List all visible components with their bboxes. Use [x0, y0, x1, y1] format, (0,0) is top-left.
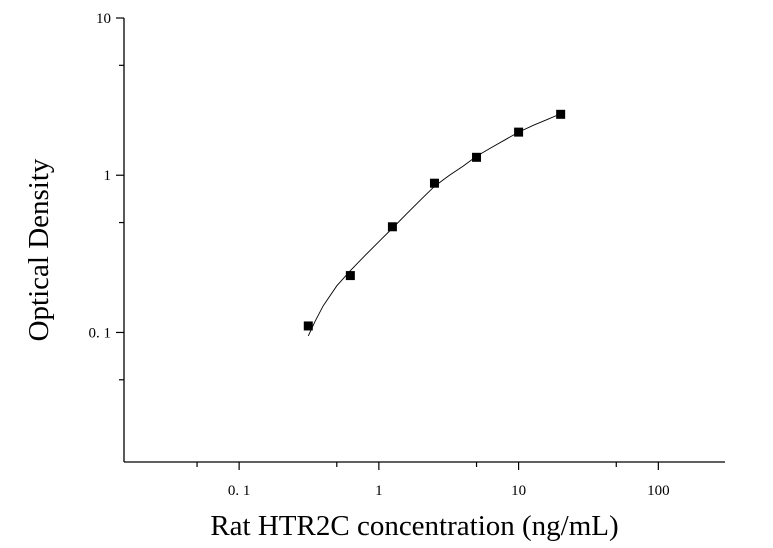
data-point — [303, 321, 313, 331]
y-tick-label: 1 — [104, 168, 112, 184]
x-axis-title: Rat HTR2C concentration (ng/mL) — [210, 510, 618, 542]
data-point — [472, 152, 482, 162]
x-tick-label: 100 — [647, 483, 670, 499]
data-points — [303, 109, 566, 331]
x-tick-label: 10 — [511, 483, 526, 499]
data-point — [429, 178, 439, 188]
x-tick-label: 1 — [375, 483, 383, 499]
data-point — [345, 271, 355, 281]
fit-curve — [307, 113, 561, 337]
data-point — [387, 222, 397, 232]
x-tick-label: 0. 1 — [228, 483, 251, 499]
axes — [123, 18, 725, 463]
y-tick-label: 10 — [96, 11, 111, 27]
data-point — [514, 127, 524, 137]
y-axis-title: Optical Density — [23, 158, 55, 341]
y-tick-label: 0. 1 — [89, 325, 112, 341]
data-point — [556, 109, 566, 119]
y-axis-ticks: 0. 1 1 10 — [89, 11, 124, 381]
x-axis-ticks: 0. 1 1 10 100 — [196, 462, 670, 499]
